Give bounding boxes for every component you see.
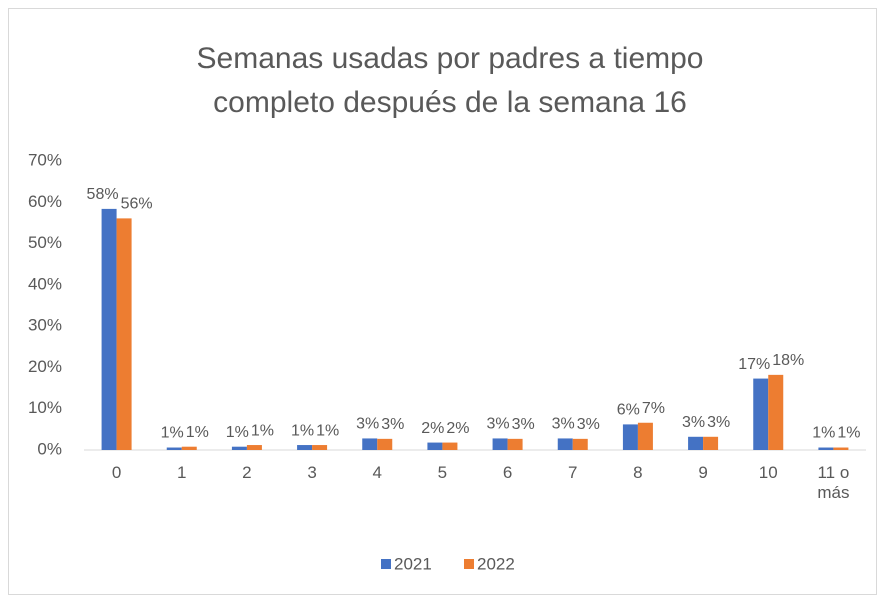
data-label: 2% bbox=[446, 420, 469, 437]
bar bbox=[116, 218, 132, 450]
data-label: 3% bbox=[682, 414, 705, 431]
x-tick-label: 3 bbox=[307, 463, 317, 482]
bar bbox=[427, 442, 443, 450]
bar bbox=[833, 447, 849, 450]
x-tick-label: 7 bbox=[568, 463, 578, 482]
x-tick-label: 8 bbox=[633, 463, 643, 482]
bar bbox=[101, 208, 117, 450]
bar bbox=[753, 378, 769, 450]
bar bbox=[181, 446, 197, 450]
x-tick-label: 5 bbox=[437, 463, 448, 482]
data-label: 56% bbox=[121, 196, 153, 213]
bar bbox=[818, 447, 834, 450]
data-label: 3% bbox=[486, 416, 509, 433]
data-label: 58% bbox=[87, 186, 119, 203]
chart-title: Semanas usadas por padres a tiempo comple… bbox=[197, 42, 704, 119]
y-tick-label: 60% bbox=[28, 192, 62, 211]
data-label: 1% bbox=[186, 424, 209, 441]
data-label: 1% bbox=[251, 422, 274, 439]
data-label: 3% bbox=[577, 416, 600, 433]
data-label: 1% bbox=[812, 425, 835, 442]
data-label: 3% bbox=[356, 416, 379, 433]
x-tick-label: 10 bbox=[758, 463, 778, 482]
bar bbox=[166, 447, 182, 450]
bar bbox=[231, 446, 247, 450]
x-tick-label: 2 bbox=[242, 463, 252, 482]
legend-label: 2022 bbox=[477, 554, 515, 573]
legend-label: 2021 bbox=[394, 554, 432, 573]
y-tick-label: 0% bbox=[37, 439, 62, 458]
bar bbox=[297, 445, 313, 450]
bar bbox=[557, 438, 573, 450]
y-tick-label: 30% bbox=[28, 316, 62, 335]
bar bbox=[312, 445, 328, 450]
bar bbox=[572, 438, 588, 450]
y-tick-label: 20% bbox=[28, 357, 62, 376]
y-tick-label: 70% bbox=[28, 150, 62, 169]
data-label: 1% bbox=[837, 425, 860, 442]
data-label: 1% bbox=[226, 424, 249, 441]
x-tick-label: 0 bbox=[111, 463, 122, 482]
x-tick-label: 6 bbox=[502, 463, 513, 482]
bar bbox=[637, 422, 653, 450]
x-tick-label: 9 bbox=[698, 463, 708, 482]
x-tick-label: 11 o más bbox=[817, 463, 850, 502]
data-label: 3% bbox=[552, 416, 575, 433]
legend-swatch bbox=[464, 559, 474, 569]
bar bbox=[622, 424, 638, 450]
data-label: 3% bbox=[512, 416, 535, 433]
data-label: 7% bbox=[642, 400, 665, 417]
data-label: 1% bbox=[316, 422, 339, 439]
bar bbox=[507, 438, 523, 450]
data-label: 1% bbox=[161, 425, 184, 442]
data-label: 1% bbox=[291, 422, 314, 439]
legend-swatch bbox=[381, 559, 391, 569]
data-label: 3% bbox=[381, 416, 404, 433]
x-tick-label: 1 bbox=[177, 463, 187, 482]
bar bbox=[703, 436, 719, 450]
bar bbox=[362, 438, 378, 450]
y-tick-label: 40% bbox=[28, 274, 62, 293]
data-label: 17% bbox=[738, 356, 770, 373]
data-label: 3% bbox=[707, 414, 730, 431]
chart-border bbox=[8, 8, 877, 595]
data-label: 6% bbox=[617, 402, 640, 419]
x-tick-label: 4 bbox=[372, 463, 382, 482]
data-label: 18% bbox=[772, 352, 804, 369]
bar bbox=[246, 445, 262, 450]
y-tick-label: 50% bbox=[28, 233, 62, 252]
bar bbox=[377, 438, 393, 450]
bar bbox=[688, 436, 704, 450]
data-label: 2% bbox=[421, 420, 444, 437]
bar bbox=[768, 374, 784, 450]
y-tick-label: 10% bbox=[28, 398, 62, 417]
bar bbox=[442, 442, 458, 450]
bar bbox=[492, 438, 508, 450]
